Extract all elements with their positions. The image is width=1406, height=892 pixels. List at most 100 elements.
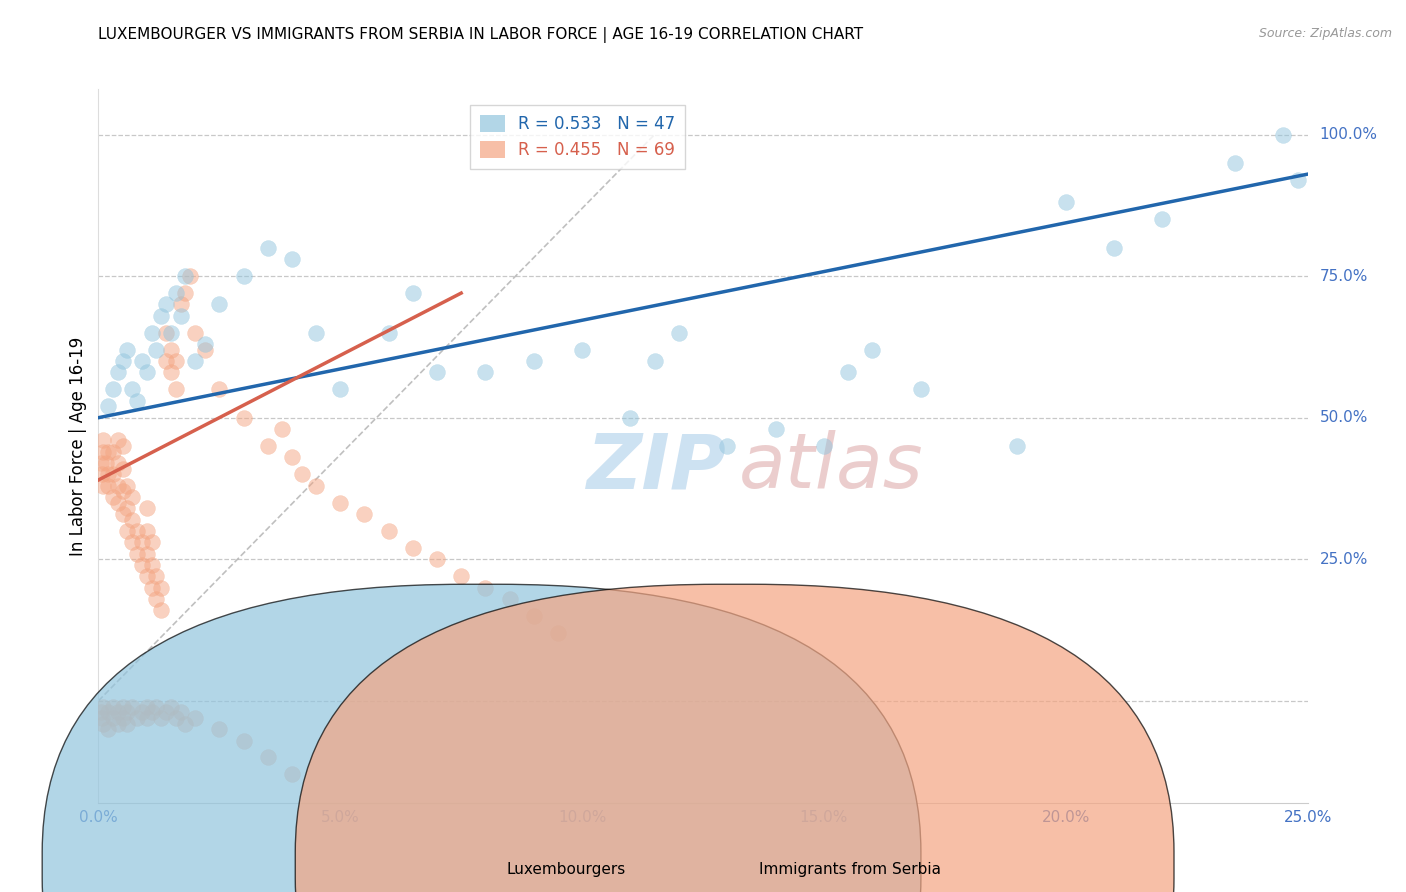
Point [111, 461, 134, 475]
Point [329, 495, 352, 509]
Point [1152, 212, 1174, 227]
Point [174, 269, 197, 284]
Point [160, 699, 183, 714]
Point [232, 269, 254, 284]
Point [121, 490, 143, 504]
Point [523, 608, 546, 623]
Point [121, 513, 143, 527]
Point [101, 490, 124, 504]
Text: Source: ZipAtlas.com: Source: ZipAtlas.com [1258, 27, 1392, 40]
Point [1102, 241, 1125, 255]
Point [131, 558, 153, 572]
Y-axis label: In Labor Force | Age 16-19: In Labor Force | Age 16-19 [69, 336, 87, 556]
Point [523, 354, 546, 368]
Point [131, 705, 153, 719]
Point [169, 297, 191, 311]
Point [174, 716, 197, 731]
Text: 75.0%: 75.0% [1320, 268, 1368, 284]
Point [377, 326, 399, 340]
Point [97, 722, 120, 736]
Point [127, 393, 149, 408]
Point [111, 354, 134, 368]
Point [94, 456, 117, 470]
Point [353, 507, 375, 521]
Point [91, 444, 114, 458]
Point [160, 343, 183, 357]
Point [305, 326, 328, 340]
Point [169, 309, 191, 323]
Text: 100.0%: 100.0% [1320, 127, 1378, 142]
Point [141, 535, 163, 549]
Point [145, 569, 167, 583]
Point [101, 711, 124, 725]
Point [1007, 439, 1029, 453]
Point [90, 705, 112, 719]
Point [256, 750, 278, 764]
Point [101, 467, 124, 482]
Point [145, 699, 167, 714]
Point [127, 547, 149, 561]
Point [150, 581, 173, 595]
Point [90, 456, 112, 470]
Point [290, 467, 312, 482]
Point [135, 501, 157, 516]
Point [1286, 173, 1309, 187]
Point [426, 365, 449, 379]
Point [232, 410, 254, 425]
Point [135, 365, 157, 379]
Point [91, 434, 114, 448]
Point [145, 343, 167, 357]
Point [121, 383, 143, 397]
Point [208, 383, 231, 397]
Point [97, 478, 120, 492]
Point [155, 326, 177, 340]
Text: Luxembourgers: Luxembourgers [506, 863, 626, 877]
Text: 50.0%: 50.0% [1320, 410, 1368, 425]
Point [184, 711, 207, 725]
Text: Immigrants from Serbia: Immigrants from Serbia [759, 863, 941, 877]
Point [281, 767, 304, 781]
Point [145, 591, 167, 606]
Point [165, 711, 187, 725]
Point [281, 252, 304, 266]
Point [97, 400, 120, 414]
Point [111, 507, 134, 521]
Point [127, 711, 149, 725]
Point [426, 552, 449, 566]
Point [813, 439, 835, 453]
Point [131, 354, 153, 368]
Legend: R = 0.533   N = 47, R = 0.455   N = 69: R = 0.533 N = 47, R = 0.455 N = 69 [470, 104, 685, 169]
Point [101, 444, 124, 458]
Point [121, 699, 143, 714]
Point [668, 326, 690, 340]
Point [141, 705, 163, 719]
Point [184, 354, 207, 368]
Text: atlas: atlas [740, 431, 924, 504]
Point [155, 354, 177, 368]
Point [837, 365, 859, 379]
Text: LUXEMBOURGER VS IMMIGRANTS FROM SERBIA IN LABOR FORCE | AGE 16-19 CORRELATION CH: LUXEMBOURGER VS IMMIGRANTS FROM SERBIA I… [98, 27, 863, 43]
Point [150, 603, 173, 617]
Point [910, 383, 932, 397]
Point [91, 699, 114, 714]
Point [117, 478, 139, 492]
Point [402, 286, 425, 301]
Point [111, 699, 134, 714]
Point [498, 591, 520, 606]
Point [1223, 156, 1246, 170]
Point [160, 326, 183, 340]
Point [150, 309, 173, 323]
Point [474, 365, 496, 379]
Point [131, 535, 153, 549]
Point [135, 569, 157, 583]
Point [91, 467, 114, 482]
Point [135, 699, 157, 714]
Point [121, 535, 143, 549]
Point [107, 705, 129, 719]
Point [232, 733, 254, 747]
Point [101, 383, 124, 397]
Point [184, 326, 207, 340]
Point [474, 581, 496, 595]
Point [97, 444, 120, 458]
Point [91, 478, 114, 492]
